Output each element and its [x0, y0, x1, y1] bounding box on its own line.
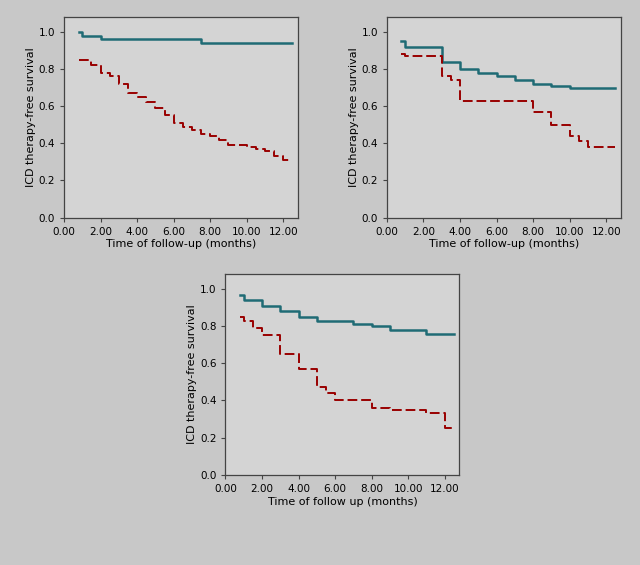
Y-axis label: ICD therapy-free survival: ICD therapy-free survival — [187, 305, 197, 444]
Y-axis label: ICD therapy-free survival: ICD therapy-free survival — [349, 47, 358, 187]
X-axis label: Time of follow-up (months): Time of follow-up (months) — [106, 240, 256, 249]
X-axis label: Time of follow up (months): Time of follow up (months) — [268, 497, 417, 506]
Y-axis label: ICD therapy-free survival: ICD therapy-free survival — [26, 47, 36, 187]
X-axis label: Time of follow-up (months): Time of follow-up (months) — [429, 240, 579, 249]
